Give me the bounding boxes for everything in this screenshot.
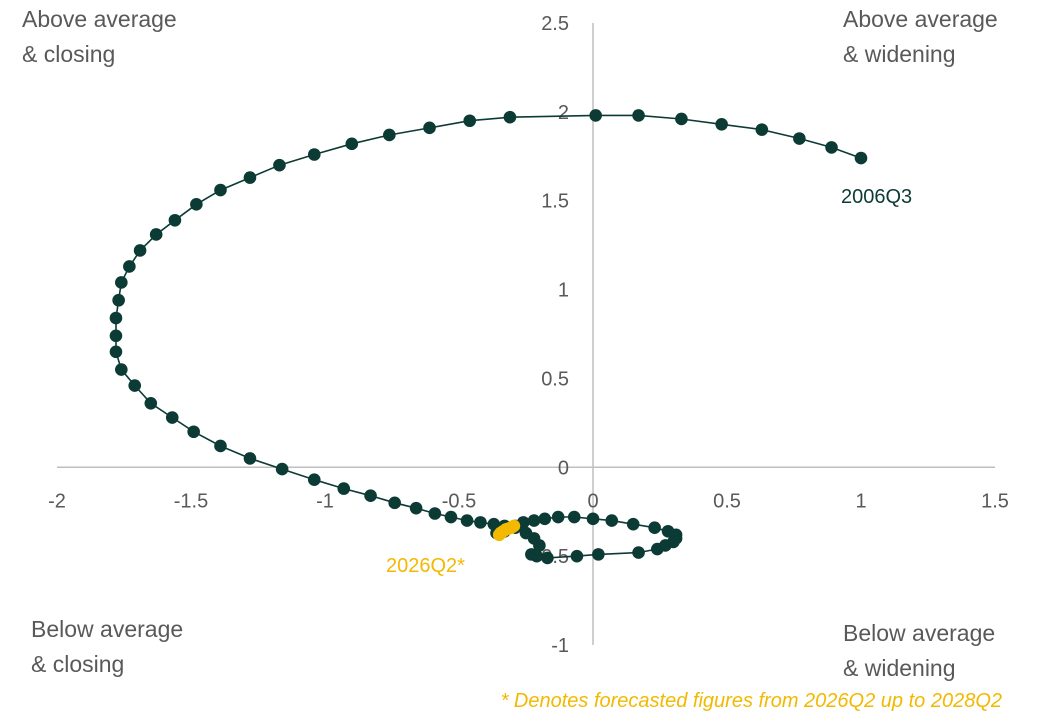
x-tick-label: 1: [855, 490, 866, 512]
data-point: [527, 514, 541, 527]
data-point: [605, 514, 619, 527]
data-point: [165, 411, 179, 424]
x-tick-label: 1.5: [981, 490, 1009, 512]
quadrant-label-bottom-right: Below average & widening: [843, 620, 996, 681]
trajectory-line: [115, 114, 862, 559]
data-point: [214, 183, 227, 197]
data-point: [444, 510, 458, 524]
y-tick-label: 0.5: [541, 368, 569, 390]
data-point: [854, 151, 868, 165]
x-tick-label: -1.5: [174, 490, 208, 512]
data-point: [337, 482, 351, 495]
data-point: [570, 549, 584, 563]
data-point: [632, 109, 645, 122]
data-point: [388, 496, 401, 510]
data-point: [586, 512, 600, 526]
forecast-points: [492, 519, 521, 542]
data-point: [307, 148, 321, 161]
data-point: [530, 549, 544, 563]
data-point: [474, 516, 487, 529]
data-point: [243, 171, 257, 184]
data-point: [243, 452, 257, 465]
data-point: [503, 110, 517, 124]
data-point: [214, 439, 227, 453]
forecast-point: [507, 519, 521, 533]
quadrant-label-top-right: Above average & widening: [843, 6, 998, 67]
data-point: [661, 524, 675, 538]
data-point: [632, 546, 645, 559]
data-point: [187, 425, 200, 439]
end-label: 2026Q2*: [386, 555, 465, 577]
data-point: [793, 132, 806, 145]
data-point: [109, 345, 123, 359]
axes: [57, 23, 995, 645]
data-point: [115, 276, 128, 289]
y-axis-ticks: -1-0.500.511.522.5: [535, 13, 569, 657]
data-point: [109, 311, 123, 325]
data-point: [589, 109, 602, 122]
data-point: [273, 158, 286, 172]
data-point: [133, 244, 147, 257]
data-point: [626, 517, 640, 531]
y-tick-label: -1: [551, 635, 569, 657]
y-tick-label: 2.5: [541, 13, 569, 35]
data-point: [307, 473, 321, 487]
y-tick-label: 2: [558, 102, 569, 124]
x-tick-label: 0: [587, 490, 598, 512]
data-point: [538, 512, 552, 526]
data-point: [149, 228, 163, 241]
data-point: [409, 501, 423, 515]
quadrant-label-top-left: Above average & closing: [22, 6, 177, 67]
data-point: [675, 112, 688, 126]
data-point: [168, 213, 182, 227]
data-point: [128, 379, 142, 392]
data-point: [428, 507, 442, 520]
data-point: [460, 514, 474, 527]
start-label: 2006Q3: [841, 186, 912, 208]
quadrant-label-bottom-left: Below average & closing: [31, 616, 184, 677]
data-point: [383, 128, 396, 142]
data-point: [190, 197, 203, 211]
data-point: [109, 329, 123, 343]
x-tick-label: -0.5: [442, 490, 476, 512]
y-tick-label: 1: [558, 280, 569, 302]
y-tick-label: 0: [558, 457, 569, 479]
data-point: [567, 510, 581, 524]
data-point: [144, 397, 158, 410]
data-point: [551, 510, 565, 524]
history-points: [109, 109, 868, 565]
data-point: [825, 141, 838, 154]
data-point: [592, 548, 605, 561]
data-point: [275, 462, 289, 476]
data-point: [463, 114, 477, 128]
x-tick-label: -2: [48, 490, 66, 512]
data-point: [423, 121, 436, 135]
data-point: [755, 123, 769, 136]
x-axis-ticks: -2 -1.5 -1 -0.5 0 0.5 1 1.5: [48, 490, 1009, 512]
data-point: [123, 260, 136, 273]
data-point: [112, 293, 125, 307]
y-tick-label: 1.5: [541, 191, 569, 213]
data-point: [533, 539, 546, 552]
forecast-footnote: * Denotes forecasted figures from 2026Q2…: [500, 690, 1002, 712]
data-point: [541, 551, 554, 565]
x-tick-label: 0.5: [713, 490, 741, 512]
data-point: [345, 137, 359, 151]
data-point: [364, 489, 377, 503]
data-point: [115, 363, 128, 376]
x-tick-label: -1: [316, 490, 334, 512]
data-point: [715, 117, 728, 131]
data-point: [648, 521, 661, 535]
